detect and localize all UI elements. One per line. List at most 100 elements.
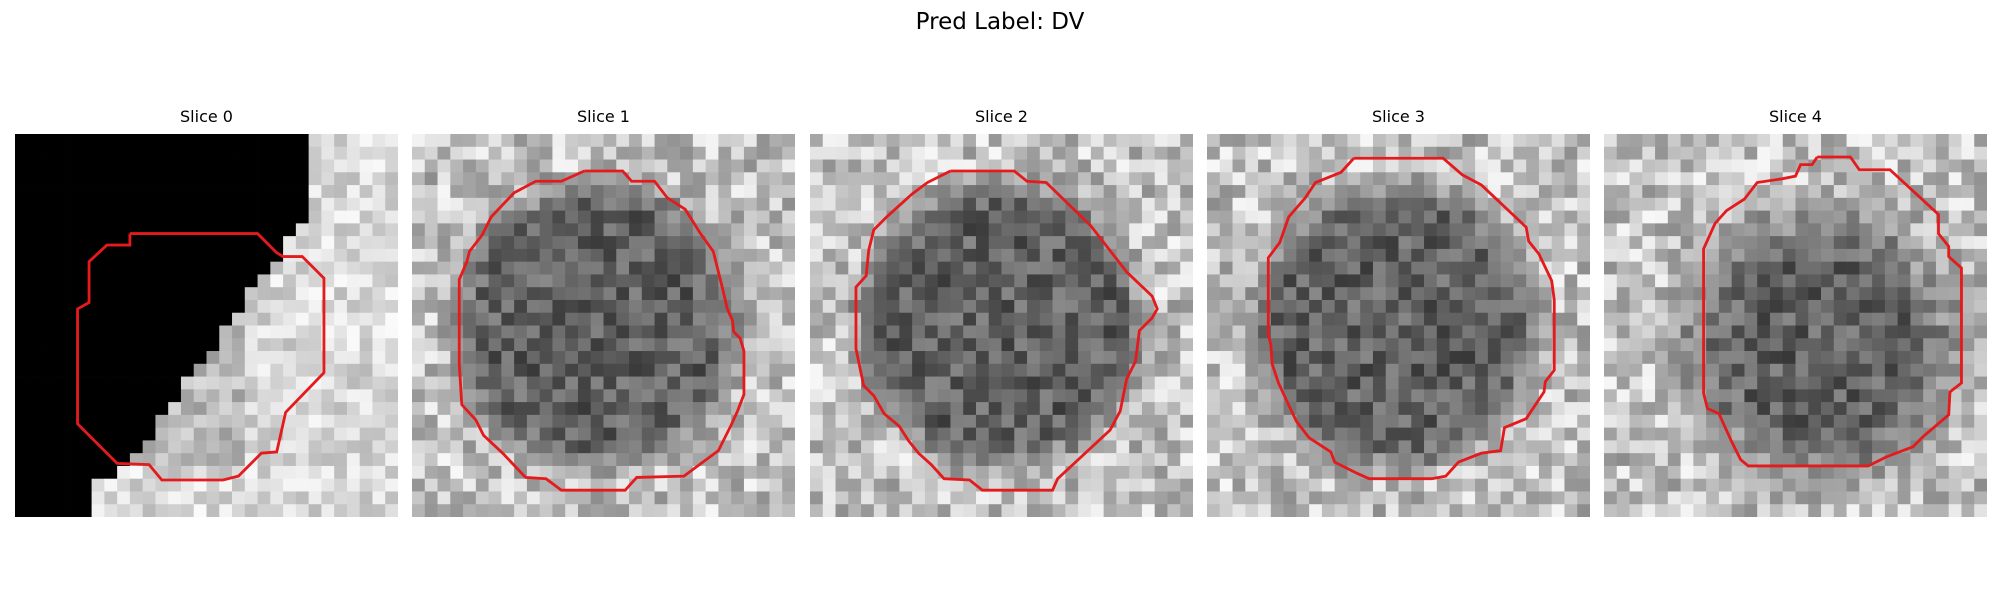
pixel [488,236,502,250]
pixel [526,299,541,314]
pixel [1360,440,1374,454]
pixel [1538,299,1553,314]
pixel [1258,389,1272,403]
pixel [1757,427,1771,441]
pixel [577,197,592,211]
pixel [1283,440,1297,454]
pixel [1923,134,1937,148]
pixel [1757,389,1771,403]
pixel [1154,491,1168,505]
pixel [475,491,489,505]
pixel [731,248,745,263]
pixel [1141,338,1156,352]
pixel [1411,351,1425,365]
pixel [1897,197,1911,211]
pixel [168,363,182,377]
pixel [1334,351,1348,365]
pixel [848,491,862,505]
pixel [1769,287,1784,301]
pixel [1897,159,1911,173]
pixel [1577,363,1590,377]
pixel [1782,453,1796,467]
pixel [565,453,579,467]
pixel [257,210,271,224]
pixel [1129,389,1143,403]
pixel [514,312,528,326]
pixel [232,402,246,416]
pixel [40,453,54,467]
pixel [899,491,913,505]
pixel [1385,146,1399,160]
pixel [1910,248,1924,263]
pixel [129,236,144,250]
pixel [1821,338,1835,352]
pixel [1347,440,1361,454]
pixel [1500,274,1514,288]
pixel [155,351,169,365]
pixel [1680,414,1694,429]
pixel [1449,504,1463,517]
pixel [565,414,579,429]
pixel [1052,172,1066,186]
pixel [1706,453,1720,467]
pixel [257,172,271,186]
pixel [1923,185,1937,199]
pixel [552,312,566,326]
pixel [654,261,668,275]
pixel [1961,414,1975,429]
pixel [437,287,451,301]
pixel [27,299,41,314]
pixel [565,248,579,263]
pixel [1027,402,1041,416]
pixel [886,478,900,492]
pixel [257,414,271,429]
pixel [1897,299,1911,314]
pixel [206,274,220,288]
pixel [988,134,1002,148]
pixel [1141,223,1156,237]
pixel [1604,261,1618,275]
pixel [539,172,553,186]
pixel [514,478,528,492]
pixel [822,325,836,339]
pixel [1167,325,1181,339]
pixel [1551,389,1565,403]
pixel [924,389,939,403]
pixel [283,287,297,301]
pixel [1207,465,1221,480]
pixel [1360,427,1374,441]
pixel [232,172,246,186]
pixel [1001,236,1015,250]
pixel [27,159,41,173]
pixel [475,210,489,224]
pixel [91,504,105,517]
pixel [1718,274,1733,288]
pixel [886,504,900,517]
pixel [308,185,322,199]
pixel [950,210,964,224]
pixel [1629,427,1643,441]
pixel [603,414,617,429]
pixel [1039,287,1053,301]
pixel [257,236,271,250]
pixel [1296,312,1310,326]
pixel [718,185,732,199]
pixel [206,465,220,480]
pixel [206,312,220,326]
pixel [155,185,169,199]
pixel [232,338,246,352]
pixel [91,402,105,416]
pixel [283,363,297,377]
pixel [654,389,668,403]
pixel [1232,402,1246,416]
pixel [1604,453,1618,467]
pixel [1706,504,1720,517]
pixel [603,312,617,326]
pixel [1935,248,1950,263]
pixel [168,325,182,339]
pixel [142,210,156,224]
pixel [577,172,592,186]
pixel [1014,363,1028,377]
pixel [1116,363,1130,377]
pixel [15,402,29,416]
